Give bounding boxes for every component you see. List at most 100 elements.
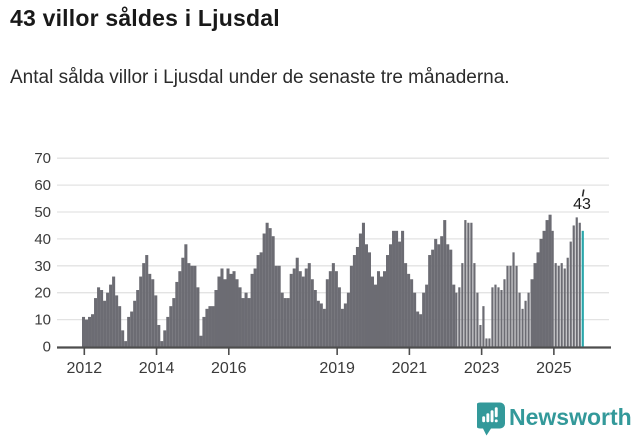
bar (373, 284, 378, 347)
newsworthy-logo: Newsworthy (477, 402, 631, 438)
bar (530, 279, 534, 347)
bar (169, 306, 173, 347)
bar (334, 271, 338, 347)
bar (407, 273, 411, 347)
bar (295, 257, 299, 347)
bar (437, 244, 441, 347)
bar (527, 292, 530, 347)
bar (419, 314, 423, 347)
bar (425, 284, 429, 347)
bar (449, 249, 453, 347)
y-tick-label: 60 (34, 177, 51, 194)
bar (148, 273, 152, 347)
bar (307, 263, 311, 347)
bar (319, 303, 323, 347)
bar (322, 308, 326, 347)
bar (515, 265, 518, 347)
bar (325, 279, 329, 347)
bar (232, 271, 236, 347)
bar (497, 287, 500, 347)
bar (97, 287, 101, 347)
bar (370, 276, 375, 347)
bar (467, 222, 470, 347)
bar (461, 263, 464, 347)
last-value-annotation: 43 (573, 196, 591, 213)
bar (575, 217, 578, 347)
bar (82, 316, 86, 347)
bar (103, 300, 107, 347)
bar (401, 230, 405, 347)
bar (482, 306, 485, 347)
bar (259, 252, 263, 347)
x-tick-label: 2019 (319, 360, 355, 377)
bar (383, 271, 387, 347)
bar (416, 311, 420, 347)
bar (160, 341, 164, 347)
annotation-leader (581, 189, 585, 197)
bar (226, 268, 230, 347)
bar (85, 319, 89, 347)
bar (554, 263, 557, 347)
bar (524, 300, 527, 347)
bar (509, 265, 512, 347)
y-tick-label: 0 (43, 339, 51, 356)
bar (271, 236, 275, 347)
bar (578, 222, 581, 347)
bar (566, 257, 569, 347)
bar (488, 338, 491, 347)
y-tick-label: 30 (34, 258, 51, 275)
bar (274, 265, 278, 347)
bar (268, 228, 272, 347)
bar (376, 271, 381, 347)
bar (154, 295, 158, 347)
bar (479, 324, 482, 347)
bar (244, 292, 248, 347)
bar (163, 330, 167, 347)
bar (443, 220, 447, 347)
bar (361, 222, 365, 347)
bar (358, 233, 362, 347)
bar (343, 303, 347, 347)
bar (434, 238, 438, 347)
bar (392, 230, 396, 347)
bar (133, 300, 137, 347)
bar (292, 268, 296, 347)
bar (91, 314, 95, 347)
bar (304, 268, 308, 347)
bar (398, 241, 402, 347)
bar (217, 276, 221, 347)
bar (328, 271, 332, 347)
bar (389, 244, 393, 347)
page-title: 43 villor såldes i Ljusdal (10, 5, 280, 31)
bar (172, 298, 176, 347)
bar (491, 287, 494, 347)
bar (139, 276, 143, 347)
bar (506, 265, 509, 347)
bar (545, 220, 549, 347)
x-tick-label: 2025 (536, 360, 572, 377)
bar (193, 265, 197, 347)
bar (503, 279, 506, 347)
bar (106, 292, 110, 347)
bar (238, 287, 242, 347)
bar (283, 298, 287, 347)
bar (476, 292, 479, 347)
bar (340, 308, 344, 347)
y-tick-label: 70 (34, 150, 51, 167)
x-tick-label: 2012 (67, 360, 103, 377)
chart-subtitle: Antal sålda villor i Ljusdal under de se… (10, 67, 510, 88)
bar (521, 308, 524, 347)
bar (569, 241, 572, 347)
bar (178, 271, 182, 347)
bar (142, 263, 146, 347)
bar (404, 263, 408, 347)
bar (367, 252, 371, 347)
bar (349, 265, 353, 347)
bar (301, 276, 305, 347)
bar (199, 335, 203, 347)
bar (500, 290, 503, 347)
bar (265, 222, 269, 347)
bar (190, 265, 194, 347)
